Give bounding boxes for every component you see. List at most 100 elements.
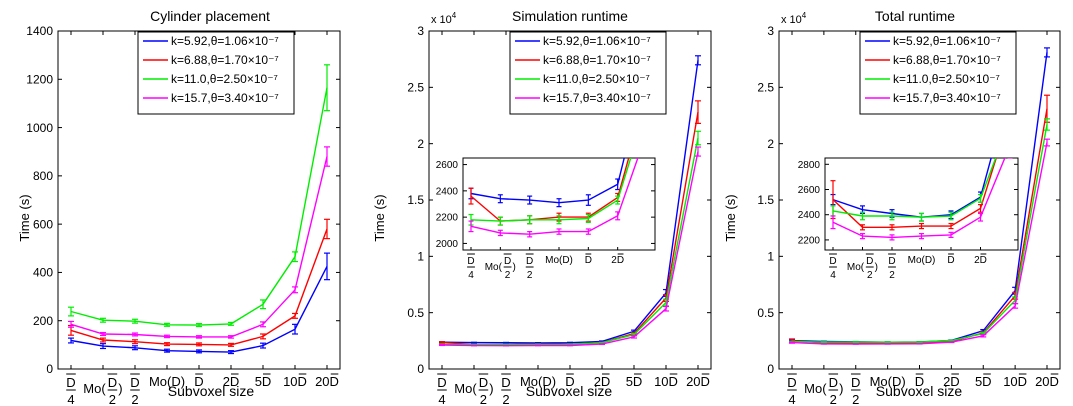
panel-1-legend-label: k=6.88,θ=1.70×10⁻⁷ <box>543 53 651 67</box>
panel-2-ytick-label: 2.5 <box>757 81 774 95</box>
panel-1-inset-xtick-label-den: 2 <box>527 270 533 281</box>
panel-1-xtick-label-den: 2 <box>502 392 509 406</box>
panel-2-xtick-label: Mo(D)Mo(D) <box>870 374 906 389</box>
panel-0-xtick-label-den: 2 <box>131 392 138 406</box>
chart-title: Cylinder placement <box>150 8 270 24</box>
panel-0-ytick-label: 0 <box>46 362 53 376</box>
panel-2-xtick-label: D/4D4 <box>787 373 797 406</box>
panel-2-inset-ytick-label: 2200 <box>798 235 821 246</box>
panel-1-ytick-label: 1 <box>417 250 424 264</box>
panel-0-xtick-label-den: 2 <box>109 392 116 406</box>
panel-0-legend-label: k=11.0,θ=2.50×10⁻⁷ <box>171 72 278 86</box>
panel-1-xtick-label-den: 4 <box>438 392 445 406</box>
panel-0-ytick-label: 1400 <box>26 24 53 38</box>
panel-2-xtick-label-num: D <box>787 375 796 390</box>
panel-1-xtick-label-suffix: ) <box>489 381 493 396</box>
panel-2-series-3 <box>789 138 1050 345</box>
panel-1-inset-xtick-label: Mo(D)Mo(D) <box>545 255 573 266</box>
chart-title: Total runtime <box>875 8 955 24</box>
panel-1-inset: 2000220024002600D/4D4Mo(D/2)Mo(D2)D/2D2M… <box>436 157 656 281</box>
panel-0-xtick-label-num: D <box>108 375 117 390</box>
panel-2-ytick-label: 1 <box>767 250 774 264</box>
panel-2-inset-xtick-label-label: D <box>947 255 954 266</box>
panel-1-xtick-label: DD <box>565 373 575 389</box>
panel-1-legend: k=5.92,θ=1.06×10⁻⁷ k=6.88,θ=1.70×10⁻⁷ k=11… <box>509 31 667 115</box>
panel-0-xtick-label-label: 20D <box>315 374 339 389</box>
panel-2-xtick-label: DD <box>915 373 924 389</box>
y-multiplier: x 104 <box>781 11 807 26</box>
y-multiplier-exponent: 4 <box>452 11 457 20</box>
panel-1-inset-xtick-label: 2D2D <box>611 253 624 266</box>
panel-2-xtick-label-den: 2 <box>852 392 859 406</box>
panel-1-series-3 <box>439 146 701 347</box>
panel-2-xtick-label-den: 4 <box>788 392 795 406</box>
panel-0-ytick-label: 200 <box>33 314 53 328</box>
panel-1-inset-xtick-label-num: D <box>526 256 533 267</box>
panel-0-legend-label: k=6.88,θ=1.70×10⁻⁷ <box>171 53 279 67</box>
panel-2-inset-xtick-label: D/4D4 <box>829 253 837 281</box>
panel-0-xtick-label-prefix: Mo( <box>83 381 106 396</box>
panel-1-inset-xtick-label-den: 2 <box>505 270 511 281</box>
panel-0-legend-label: k=15.7,θ=3.40×10⁻⁷ <box>171 91 279 105</box>
panel-0-xtick-label: 10D10D <box>283 373 307 389</box>
panel-1-inset-xtick-label-num: D <box>504 256 511 267</box>
panel-2-inset-xtick-label: Mo(D/2)Mo(D2) <box>847 253 878 281</box>
panel-1-xtick-label-num: D <box>501 375 510 390</box>
x-axis-label: Subvoxel size <box>168 383 255 399</box>
y-multiplier-exponent: 4 <box>802 11 807 20</box>
panel-2-xtick-label-label: 10D <box>1003 374 1027 389</box>
panel-0-series-1 <box>68 218 330 347</box>
panel-1-inset-xtick-label-label: Mo(D) <box>545 255 573 266</box>
panel-0-ytick-label: 1200 <box>26 72 53 86</box>
panel-1-inset-xtick-label-label: 2D <box>611 255 624 266</box>
panel-1-ytick-label: 0 <box>417 362 424 376</box>
panel-0-xtick-label-den: 4 <box>67 392 74 406</box>
panel-1-xtick-label-label: Mo(D) <box>520 374 556 389</box>
panel-2-inset-xtick-label-num: D <box>888 256 895 267</box>
panel-0-xtick-label-label: 10D <box>283 374 307 389</box>
panel-1-inset-xtick-label-prefix: Mo( <box>485 262 503 273</box>
panel-2-inset-xtick-label: Mo(D)Mo(D) <box>908 255 936 266</box>
panel-0-series-3 <box>68 146 330 339</box>
panel-1-xtick-label-num: D <box>437 375 446 390</box>
panel-2-legend: k=5.92,θ=1.06×10⁻⁷ k=6.88,θ=1.70×10⁻⁷ k=11… <box>859 31 1017 115</box>
panel-1-ytick-label: 0.5 <box>407 306 424 320</box>
panel-0-series-2 <box>68 64 330 328</box>
panel-1-xtick-label-den: 2 <box>480 392 487 406</box>
x-axis-label: Subvoxel size <box>526 383 613 399</box>
panel-2-inset-series-1 <box>830 158 997 231</box>
panel-2-inset-ytick-label: 2800 <box>798 160 821 171</box>
panel-1-legend-label: k=11.0,θ=2.50×10⁻⁷ <box>543 72 650 86</box>
panel-0-series-0 <box>68 252 330 355</box>
panel-1-inset-series-2 <box>468 158 632 226</box>
panel-1-inset-series-group <box>468 158 639 238</box>
panel-1-xtick-label: Mo(D/2)Mo(D2) <box>454 373 494 406</box>
panel-2-inset-xtick-label: DD <box>947 253 955 266</box>
panel-2-legend-label: k=15.7,θ=3.40×10⁻⁷ <box>893 91 1001 105</box>
panel-2-xtick-label-label: Mo(D) <box>870 374 906 389</box>
panel-1-xtick-label-label: 10D <box>654 374 678 389</box>
panel-1-xtick-label-label: 20D <box>686 374 710 389</box>
panel-2-inset-series-3 <box>830 158 1013 241</box>
panel-0-ytick-label: 1000 <box>26 121 53 135</box>
panel-0-xtick-label-label: 5D <box>255 374 272 389</box>
panel-0-xtick-label-num: D <box>130 375 139 390</box>
panel-1-inset-ytick-label: 2200 <box>436 213 459 224</box>
panel-2-inset-xtick-label-den: 2 <box>889 270 895 281</box>
panel-1-legend-label: k=15.7,θ=3.40×10⁻⁷ <box>543 91 651 105</box>
panel-1-xtick-label: 2D2D <box>594 373 610 389</box>
panel-2-inset-xtick-label-suffix: ) <box>875 262 878 273</box>
panel-2-inset: 2200240026002800D/4D4Mo(D/2)Mo(D2)D/2D2M… <box>798 157 1019 281</box>
panel-0-plot: 0200400600800100012001400D/4D4Mo(D/2)Mo(… <box>26 24 341 406</box>
panel-2-ytick-label: 0 <box>767 362 774 376</box>
panel-1-xtick-label: 20D20D <box>686 373 710 389</box>
panel-1-xtick-label: D/2D2 <box>501 373 511 406</box>
x-axis-label: Subvoxel size <box>876 383 963 399</box>
panel-2-xtick-label-label: D <box>915 374 924 389</box>
panel-1-xtick-label: 10D10D <box>654 373 678 389</box>
y-multiplier-base: x 10 <box>431 14 452 26</box>
panel-0-xtick-label-label: 2D <box>223 374 240 389</box>
panel-2-inset-xtick-label-num: D <box>829 256 836 267</box>
